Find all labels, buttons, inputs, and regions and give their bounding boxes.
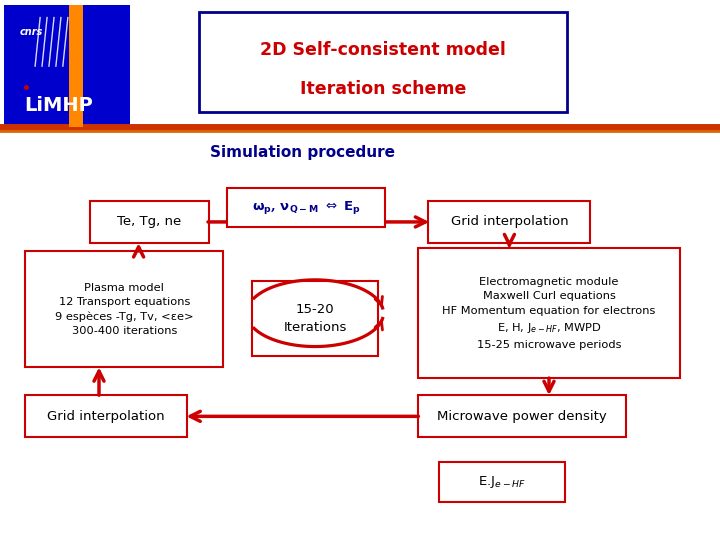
Text: Iteration scheme: Iteration scheme (300, 80, 467, 98)
Text: 15-20
Iterations: 15-20 Iterations (283, 303, 347, 334)
Text: Grid interpolation: Grid interpolation (451, 215, 568, 228)
Text: Plasma model
12 Transport equations
9 espèces -Tg, Tv, <εe>
300-400 iterations: Plasma model 12 Transport equations 9 es… (55, 283, 194, 335)
Bar (69, 5, 83, 127)
Text: Simulation procedure: Simulation procedure (210, 145, 395, 160)
FancyBboxPatch shape (418, 248, 680, 378)
Text: Electromagnetic module
Maxwell Curl equations
HF Momentum equation for electrons: Electromagnetic module Maxwell Curl equa… (442, 277, 656, 349)
Text: Grid interpolation: Grid interpolation (48, 410, 165, 423)
Text: 2D Self-consistent model: 2D Self-consistent model (260, 40, 506, 59)
FancyBboxPatch shape (439, 462, 565, 502)
Text: cnrs: cnrs (19, 27, 43, 37)
FancyBboxPatch shape (418, 395, 626, 437)
Text: LiMHP: LiMHP (24, 96, 94, 114)
FancyBboxPatch shape (252, 281, 378, 356)
FancyBboxPatch shape (227, 188, 385, 227)
FancyBboxPatch shape (25, 251, 223, 367)
Text: E.J$_{e-HF}$: E.J$_{e-HF}$ (478, 474, 526, 490)
Bar (4, 5, 130, 127)
FancyBboxPatch shape (199, 12, 567, 112)
Text: Te, Tg, ne: Te, Tg, ne (117, 215, 181, 228)
Text: Microwave power density: Microwave power density (437, 410, 607, 423)
FancyBboxPatch shape (90, 201, 209, 243)
FancyBboxPatch shape (428, 201, 590, 243)
Text: $\mathbf{\omega_p}$, $\mathbf{\nu_{Q-M}}$ $\Leftrightarrow$ $\mathbf{E_p}$: $\mathbf{\omega_p}$, $\mathbf{\nu_{Q-M}}… (252, 199, 360, 216)
FancyBboxPatch shape (25, 395, 187, 437)
